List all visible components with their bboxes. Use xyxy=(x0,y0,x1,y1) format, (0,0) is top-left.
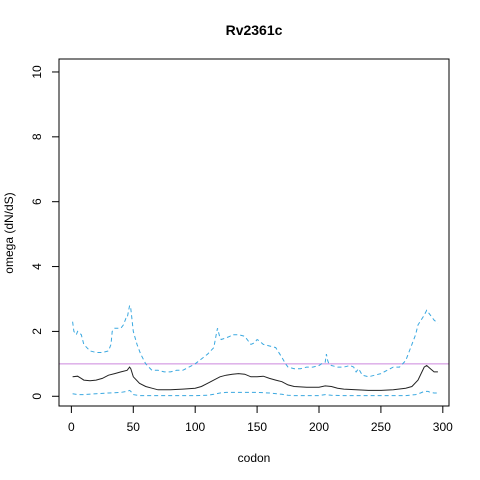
upper-bound-line xyxy=(72,303,439,378)
series-group xyxy=(72,303,439,397)
x-tick-label: 150 xyxy=(247,420,267,434)
x-tick-label: 0 xyxy=(68,420,75,434)
x-tick-label: 250 xyxy=(371,420,391,434)
y-tick-label: 2 xyxy=(30,328,44,335)
y-axis: 0 2 4 6 8 10 xyxy=(30,65,60,400)
x-tick-label: 200 xyxy=(309,420,329,434)
chart-title: Rv2361c xyxy=(226,22,283,38)
y-axis-label: omega (dN/dS) xyxy=(2,192,16,273)
x-axis: 0 50 100 150 200 250 300 xyxy=(68,405,453,434)
x-tick-label: 50 xyxy=(127,420,141,434)
x-axis-label: codon xyxy=(238,451,271,465)
x-tick-label: 100 xyxy=(185,420,205,434)
y-tick-label: 4 xyxy=(30,263,44,270)
y-tick-label: 6 xyxy=(30,198,44,205)
y-tick-label: 10 xyxy=(30,65,44,79)
y-tick-label: 0 xyxy=(30,393,44,400)
y-tick-label: 8 xyxy=(30,133,44,140)
x-tick-label: 300 xyxy=(433,420,453,434)
omega-estimate-line xyxy=(72,364,438,391)
lower-bound-line xyxy=(72,389,438,397)
